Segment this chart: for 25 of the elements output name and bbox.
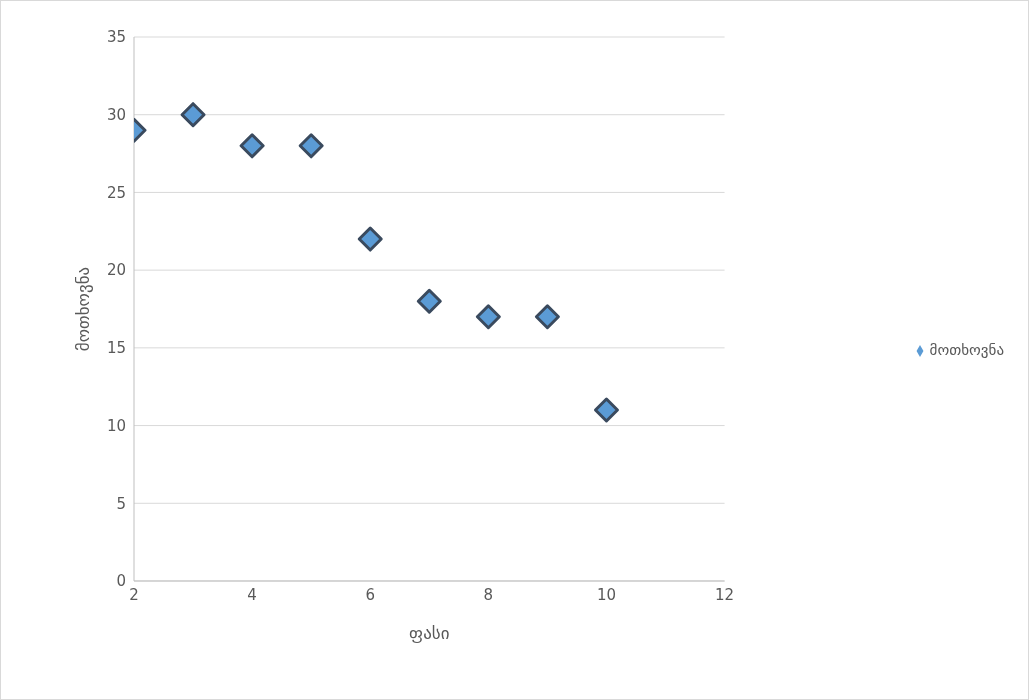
x-tick-label: 6 <box>365 585 375 604</box>
point <box>180 102 206 128</box>
legend-label: მოთხოვნა <box>929 341 1004 359</box>
x-tick-label: 4 <box>247 585 257 604</box>
x-tick-label: 10 <box>596 585 617 604</box>
point <box>475 304 501 330</box>
x-tick-label: 2 <box>129 585 139 604</box>
y-tick-label: 0 <box>116 572 126 591</box>
x-axis-title: ფასი <box>409 623 450 643</box>
y-tick-label: 5 <box>116 494 126 513</box>
point <box>593 397 619 423</box>
y-tick-label: 30 <box>106 106 126 125</box>
y-tick-label: 25 <box>106 183 126 202</box>
point <box>239 133 265 159</box>
x-tick-label: 12 <box>715 585 735 604</box>
point <box>298 133 324 159</box>
point <box>534 304 560 330</box>
x-tick-label: 8 <box>483 585 494 604</box>
y-axis-title: მოთხოვნა <box>73 266 93 352</box>
y-tick-label: 10 <box>106 416 126 435</box>
y-tick-label: 35 <box>106 28 126 47</box>
point <box>357 226 383 252</box>
y-tick-label: 15 <box>106 339 126 358</box>
y-tick-label: 20 <box>106 261 126 280</box>
point <box>416 288 442 314</box>
